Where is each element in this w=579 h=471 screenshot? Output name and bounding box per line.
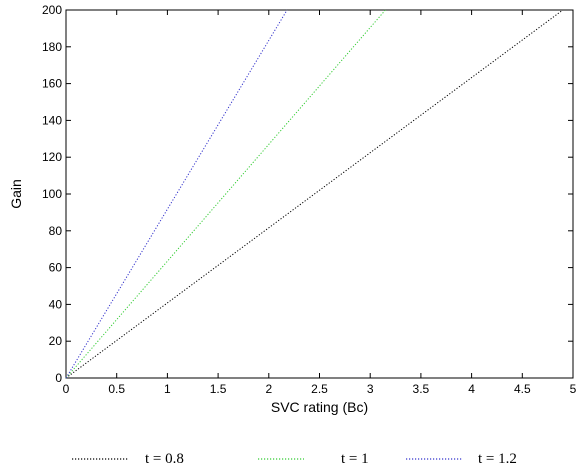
y-tick-label: 60 (49, 261, 63, 275)
x-tick-label: 4 (468, 382, 475, 396)
y-tick-label: 200 (42, 3, 62, 17)
series-line (65, 9, 288, 379)
x-tick-label: 5 (570, 382, 577, 396)
x-tick-label: 1.5 (210, 382, 227, 396)
x-tick-label: 2 (265, 382, 272, 396)
x-tick-label: 0 (63, 382, 70, 396)
series-lines (65, 9, 564, 379)
x-axis-title: SVC rating (Bc) (271, 399, 368, 415)
y-tick-label: 40 (49, 297, 63, 311)
legend-label: t = 0.8 (145, 451, 184, 467)
y-tick-label: 100 (42, 187, 62, 201)
series-line (65, 9, 564, 379)
y-tick-label: 140 (42, 113, 62, 127)
y-tick-label: 0 (55, 371, 62, 385)
x-tick-label: 1 (164, 382, 171, 396)
legend-label: t = 1.2 (478, 451, 517, 467)
series-line (65, 9, 386, 379)
legend-label: t = 1 (341, 451, 369, 467)
legend: t = 0.8 t = 1 t = 1.2 (72, 451, 517, 467)
x-tick-label: 3.5 (413, 382, 430, 396)
x-tick-label: 2.5 (311, 382, 328, 396)
y-tick-label: 20 (49, 334, 63, 348)
x-tick-label: 0.5 (108, 382, 125, 396)
x-tick-label: 4.5 (514, 382, 531, 396)
y-tick-label: 120 (42, 150, 62, 164)
y-tick-label: 180 (42, 40, 62, 54)
y-axis-ticks: 0 20 40 60 80 100 120 140 160 180 200 (42, 3, 573, 385)
y-tick-label: 80 (49, 224, 63, 238)
x-tick-label: 3 (367, 382, 374, 396)
y-tick-label: 160 (42, 77, 62, 91)
x-axis-ticks: 0 0.5 1 1.5 2 2.5 3 3.5 4 4.5 5 (63, 10, 577, 396)
y-axis-title: Gain (8, 179, 24, 209)
plot-area (65, 9, 574, 379)
